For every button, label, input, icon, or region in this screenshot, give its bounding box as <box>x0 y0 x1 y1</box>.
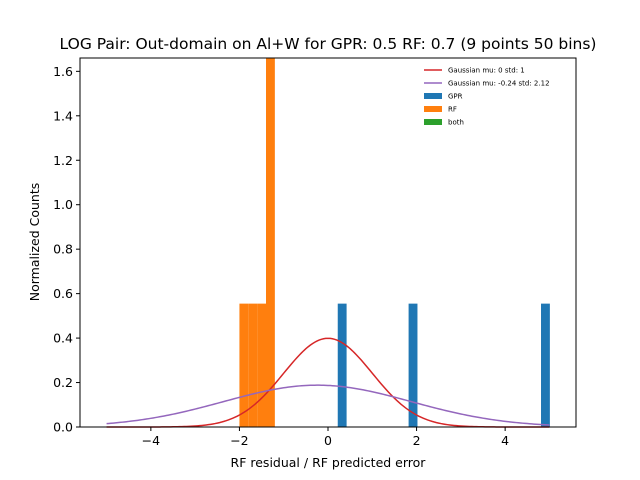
legend-label: GPR <box>448 93 463 101</box>
legend-swatch-patch-4 <box>424 119 442 125</box>
gaussian-fit-line <box>106 384 550 426</box>
y-tick-label: 0.6 <box>53 286 73 301</box>
y-tick-label: 0.2 <box>53 375 73 390</box>
legend-label: both <box>448 119 464 127</box>
legend-label: Gaussian mu: 0 std: 1 <box>448 67 525 75</box>
y-tick-label: 1.4 <box>53 108 73 123</box>
y-tick-label: 1.0 <box>53 197 73 212</box>
x-tick-label: −2 <box>230 433 248 448</box>
rf-bar-2 <box>257 303 266 427</box>
y-tick-label: 0.0 <box>53 420 73 435</box>
plot-area: −4 −2 0 2 4 0.0 0.2 0.4 0.6 0.8 1.0 1.2 1.4 1.6 <box>53 57 577 448</box>
y-tick-label: 1.6 <box>53 64 73 79</box>
legend-label: Gaussian mu: -0.24 std: 2.12 <box>448 80 550 88</box>
gpr-bar-1 <box>408 303 418 427</box>
gpr-bar-2 <box>541 303 550 427</box>
legend: Gaussian mu: 0 std: 1 Gaussian mu: -0.24 … <box>424 67 550 127</box>
rf-bar-1 <box>248 303 258 427</box>
x-tick-label: 2 <box>413 433 421 448</box>
x-tick-label: 4 <box>501 433 509 448</box>
legend-label: RF <box>448 106 457 114</box>
legend-swatch-patch-2 <box>424 93 442 99</box>
y-tick-label: 0.4 <box>53 331 73 346</box>
legend-swatch-patch-3 <box>424 106 442 112</box>
x-tick-label: −4 <box>142 433 160 448</box>
y-tick-label: 1.2 <box>53 153 73 168</box>
chart-title: LOG Pair: Out-domain on Al+W for GPR: 0.… <box>60 35 597 53</box>
rf-bar-3 <box>266 58 275 427</box>
rf-bar-0 <box>239 303 249 427</box>
x-tick-label: 0 <box>324 433 332 448</box>
y-tick-label: 0.8 <box>53 242 73 257</box>
gpr-bar-0 <box>337 303 347 427</box>
y-axis-label: Normalized Counts <box>27 183 42 302</box>
x-axis-label: RF residual / RF predicted error <box>231 455 427 470</box>
